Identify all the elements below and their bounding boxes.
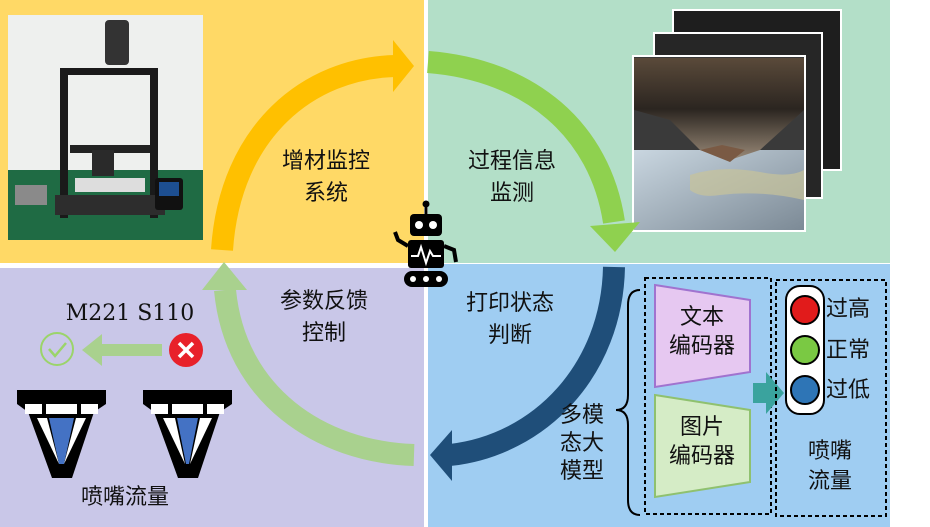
output-arrow-head (766, 372, 784, 414)
stage-process-info-label: 过程信息 监测 (467, 149, 556, 206)
level-normal-label: 正常 (826, 338, 871, 363)
image-encoder-shape (654, 393, 751, 499)
camera-frames (632, 9, 842, 232)
traffic-light-dashed-box (775, 279, 887, 517)
printer-photo (8, 15, 203, 240)
light-low (790, 375, 820, 405)
arrow-green-head (590, 222, 640, 252)
nozzle-flow-caption-right: 喷嘴 流量 (807, 439, 852, 494)
nozzle-flow-caption-left: 喷嘴流量 (80, 485, 169, 510)
text-encoder-shape (654, 283, 751, 389)
check-mark (48, 342, 67, 358)
feedback-arrow-head (82, 334, 102, 366)
text-encoder-label: 文本 编码器 (668, 305, 735, 359)
arrow-navy-head (430, 430, 452, 481)
check-icon (40, 332, 74, 366)
nozzle-icon-right (143, 390, 232, 478)
stage-print-state-label: 打印状态 判断 (465, 291, 554, 348)
arrow-light-green-head (202, 262, 247, 290)
arrow-orange (211, 55, 396, 251)
arrow-navy (448, 266, 625, 466)
arrow-green (427, 51, 625, 224)
stage-monitor-system-label: 增材监控 系统 (281, 149, 370, 206)
level-low-label: 过低 (826, 378, 871, 403)
multimodal-model-label: 多模 态大 模型 (559, 403, 604, 485)
light-normal (790, 335, 820, 365)
nozzle-icon-left (17, 390, 106, 478)
light-high (790, 295, 820, 325)
model-dashed-box (644, 277, 772, 515)
model-brace (615, 289, 641, 516)
feedback-arrow-body (100, 344, 162, 356)
gcode-params-label: M221 S110 (65, 301, 195, 326)
robot-icon (393, 200, 458, 287)
image-encoder-label: 图片 编码器 (668, 415, 735, 469)
stage-param-feedback-label: 参数反馈 控制 (279, 289, 368, 346)
arrow-orange-head (393, 40, 414, 92)
output-arrow-body (753, 383, 767, 403)
level-high-label: 过高 (826, 297, 871, 322)
arrow-light-green (214, 288, 415, 466)
